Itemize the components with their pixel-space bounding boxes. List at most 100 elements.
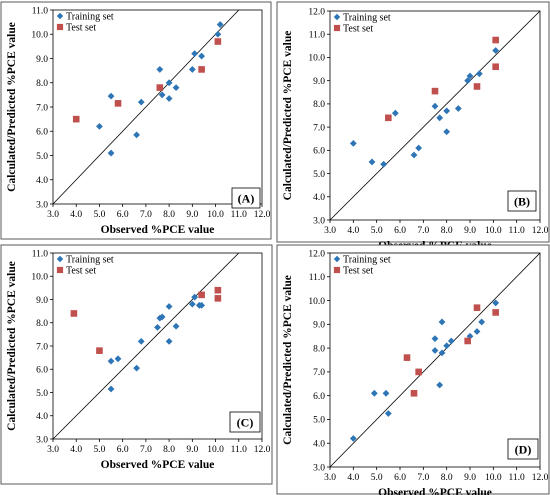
x-tick-label: 8.0 [163, 210, 175, 220]
x-axis-label: Observed %PCE value [101, 224, 215, 236]
x-tick-label: 9.0 [464, 473, 476, 483]
x-tick-label: 3.0 [47, 210, 59, 220]
test-point [214, 295, 222, 302]
training-point [431, 335, 439, 342]
y-tick-label: 6.0 [36, 128, 48, 138]
test-point [492, 309, 499, 316]
y-tick-label: 10.0 [31, 273, 48, 283]
y-tick-label: 11.0 [309, 31, 326, 41]
legend-square-marker [56, 266, 64, 274]
training-point [466, 72, 474, 80]
x-tick-label: 12.0 [532, 473, 549, 483]
test-point [431, 87, 439, 95]
training-point [436, 381, 444, 389]
x-tick-label: 9.0 [186, 445, 198, 455]
test-point [214, 286, 222, 294]
x-tick-label: 10.0 [207, 445, 224, 455]
y-axis-label: Calculated/Predicted %PCE value [282, 31, 294, 201]
x-tick-label: 12.0 [532, 226, 549, 236]
x-tick-label: 12.0 [254, 210, 271, 220]
test-point [473, 304, 481, 311]
test-point [72, 115, 80, 123]
test-point [156, 84, 164, 91]
x-tick-label: 6.0 [117, 210, 129, 220]
training-point [473, 328, 481, 335]
x-tick-label: 10.0 [485, 226, 502, 236]
test-point [473, 83, 481, 90]
y-tick-label: 3.0 [36, 435, 48, 445]
training-point [443, 107, 451, 115]
legend-label: Training set [343, 255, 391, 266]
training-point [391, 109, 399, 117]
y-tick-label: 11.0 [32, 249, 49, 259]
training-point [158, 91, 166, 99]
reference-line-y-equals-x [329, 252, 541, 468]
legend-label: Test set [343, 24, 373, 35]
training-point [188, 300, 196, 308]
training-point [158, 313, 166, 321]
test-point [410, 389, 418, 397]
x-tick-label: 6.0 [117, 445, 129, 455]
x-tick-label: 3.0 [324, 226, 336, 236]
training-point [214, 30, 222, 38]
test-point [198, 291, 205, 299]
legend-label: Training set [343, 13, 391, 24]
training-point [384, 410, 392, 417]
panel-label-box [229, 411, 261, 433]
training-point [96, 123, 103, 130]
training-point [137, 337, 145, 345]
panel-label: (A) [238, 191, 255, 205]
legend-label: Test set [66, 23, 96, 34]
y-tick-label: 11.0 [32, 6, 49, 16]
y-tick-label: 6.0 [36, 366, 48, 376]
reference-line-y-equals-x [329, 10, 541, 221]
training-point [410, 151, 418, 159]
y-tick-label: 8.0 [36, 319, 48, 329]
training-point [368, 158, 376, 166]
panel-label: (D) [515, 442, 532, 456]
training-point [443, 128, 451, 136]
training-point [191, 50, 199, 58]
training-point [382, 389, 390, 397]
training-point [191, 293, 199, 301]
test-set-series [403, 304, 499, 397]
training-point [370, 389, 378, 397]
training-point [172, 84, 180, 91]
y-tick-label: 9.0 [36, 296, 48, 306]
chart-panel: 3.0 4.0 5.0 6.0 7.0 8.0 9.0 10.0 11.0 12.0 3.0 4.0 5… [0, 1, 272, 240]
y-axis-label: Calculated/Predicted %PCE value [6, 261, 18, 431]
x-tick-label: 3.0 [324, 473, 336, 483]
training-point [165, 79, 173, 87]
y-tick-label: 5.0 [36, 389, 48, 399]
x-tick-label: 10.0 [207, 210, 224, 220]
plot-area [329, 252, 541, 468]
x-tick-label: 11.0 [231, 445, 248, 455]
x-tick-label: 5.0 [371, 226, 383, 236]
legend-square-marker [333, 266, 341, 274]
panel-label-box [507, 190, 537, 212]
test-point [70, 310, 78, 317]
legend-diamond-marker [56, 255, 64, 263]
legend-label: Training set [66, 255, 114, 266]
x-axis-label: Observed %PCE value [378, 487, 492, 495]
y-tick-label: 10.0 [308, 54, 325, 64]
x-axis-label: Observed %PCE value [101, 459, 215, 471]
training-point [436, 114, 444, 122]
training-point [415, 144, 423, 152]
training-point [165, 303, 173, 310]
x-tick-label: 11.0 [509, 473, 526, 483]
x-tick-label: 8.0 [441, 473, 453, 483]
y-tick-label: 5.0 [36, 152, 48, 162]
x-tick-label: 7.0 [417, 226, 429, 236]
training-point [492, 47, 500, 54]
training-set-series [349, 299, 500, 442]
chart-panel: 3.0 4.0 5.0 6.0 7.0 8.0 9.0 10.0 11.0 12.0 3.0 4.0 5… [0, 244, 273, 485]
x-tick-label: 4.0 [347, 226, 359, 236]
training-point [464, 77, 472, 85]
y-tick-label: 4.0 [313, 440, 325, 450]
legend-square-marker [56, 23, 64, 31]
training-point [492, 299, 500, 307]
x-tick-label: 11.0 [231, 210, 248, 220]
